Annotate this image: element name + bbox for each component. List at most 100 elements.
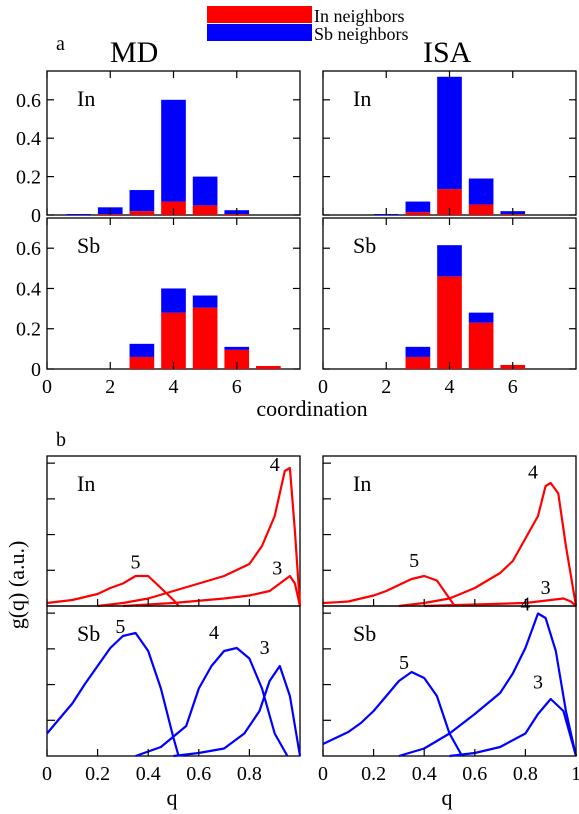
x-tick-label: 0 <box>42 376 52 398</box>
species-label: In <box>353 471 371 496</box>
species-label: In <box>353 86 371 111</box>
x-tick-label: 0.6 <box>462 763 487 785</box>
bar-in-neighbors-c4 <box>161 312 186 369</box>
series-label-4: 4 <box>528 462 538 484</box>
series-line-5 <box>46 574 180 607</box>
x-tick-label: 2 <box>381 376 391 398</box>
bar-sb-neighbors-c6 <box>224 346 250 350</box>
bar-sb-neighbors-c4 <box>161 288 186 313</box>
series-label-3: 3 <box>260 637 270 659</box>
plots-layer: In 0 0.2 0.4 0.6 In Sb 0 0.2 0.4 0.6 0 2 4 6 Sb 0 2 4 6 In 5 4… <box>16 70 579 786</box>
bar-sb-neighbors-c4 <box>161 99 186 202</box>
species-label: In <box>77 86 95 111</box>
y-tick-label: 0.4 <box>16 128 41 150</box>
x-tick-label: 0.8 <box>513 763 538 785</box>
series-label-3: 3 <box>533 672 543 694</box>
y-tick-label: 0 <box>31 205 41 227</box>
species-label: Sb <box>353 621 376 646</box>
series-line-3 <box>122 574 302 608</box>
bar-in-neighbors-c3 <box>129 211 155 215</box>
legend-label-in: In neighbors <box>314 6 404 26</box>
bar-in-neighbors-c3 <box>129 356 155 369</box>
x-tick-label: 0 <box>318 376 328 398</box>
bar-sb-neighbors-c3 <box>405 201 431 213</box>
bar-sb-neighbors-c4 <box>437 245 462 277</box>
bar-in-neighbors-c7 <box>256 365 281 369</box>
series-label-5: 5 <box>399 652 409 674</box>
series-line-4 <box>398 612 578 758</box>
y-tick-label: 0.6 <box>16 238 41 260</box>
series-line-5 <box>46 631 180 757</box>
x-tick-label: 0.4 <box>136 763 161 785</box>
series-line-3 <box>449 697 578 758</box>
bar-in-neighbors-c3 <box>405 356 431 369</box>
bar-in-neighbors-c5 <box>468 204 494 215</box>
chart-a-md-sb: Sb 0 0.2 0.4 0.6 0 2 4 6 <box>16 217 301 398</box>
bar-sb-neighbors-c5 <box>192 176 218 206</box>
legend: In neighbors Sb neighbors <box>207 6 409 44</box>
x-tick-label: 2 <box>105 376 115 398</box>
bar-in-neighbors-c5 <box>192 307 218 369</box>
species-label: Sb <box>77 233 100 258</box>
series-line-5 <box>322 574 456 607</box>
series-line-5 <box>322 670 464 757</box>
x-tick-label: 4 <box>169 376 179 398</box>
x-tick-label: 4 <box>445 376 455 398</box>
bar-in-neighbors-c4 <box>437 276 462 369</box>
bar-sb-neighbors-c4 <box>437 76 462 190</box>
series-label-5: 5 <box>115 616 125 638</box>
bar-sb-neighbors-c5 <box>468 178 494 205</box>
x-tick-label: 0 <box>318 763 328 785</box>
x-tick-label: 0.8 <box>237 763 262 785</box>
bar-in-neighbors-c6 <box>224 349 250 369</box>
bar-sb-neighbors-c3 <box>129 190 155 212</box>
chart-b-md-in: In 5 4 3 <box>46 454 302 608</box>
panel-a-xlabel: coordination <box>256 396 367 421</box>
x-tick-label: 0.6 <box>186 763 211 785</box>
chart-b-isa-in: In 5 4 3 <box>322 455 578 608</box>
chart-b-md-sb: Sb 5 4 3 0 0.2 0.4 0.6 0.8 <box>42 605 302 785</box>
legend-swatch-sb <box>207 24 312 41</box>
panel-b-letter: b <box>56 429 66 451</box>
x-tick-label: 0.4 <box>412 763 437 785</box>
panel-b-ylabel: g(q) (a.u.) <box>4 541 29 630</box>
series-line-3 <box>173 664 302 758</box>
series-label-5: 5 <box>131 552 141 574</box>
series-line-4 <box>135 646 289 758</box>
species-label: Sb <box>353 233 376 258</box>
bar-sb-neighbors-c3 <box>405 346 431 357</box>
method-title-md: MD <box>110 36 158 69</box>
chart-b-isa-sb: Sb 5 4 3 0 0.2 0.4 0.6 0.8 1 <box>318 594 579 786</box>
x-tick-label: 6 <box>232 376 242 398</box>
panel-b-xlabel-isa: q <box>442 785 453 810</box>
bar-in-neighbors-c5 <box>468 322 494 369</box>
y-tick-label: 0.6 <box>16 90 41 112</box>
series-label-4: 4 <box>209 622 219 644</box>
x-tick-label: 0.2 <box>361 763 386 785</box>
x-tick-label: 0.2 <box>85 763 110 785</box>
species-label: In <box>77 471 95 496</box>
species-label: Sb <box>77 621 100 646</box>
series-label-3: 3 <box>272 558 282 580</box>
y-tick-label: 0.2 <box>16 319 41 341</box>
legend-label-sb: Sb neighbors <box>314 24 409 44</box>
x-tick-label: 1 <box>571 763 579 785</box>
panel-a-letter: a <box>56 33 65 55</box>
legend-swatch-in <box>207 6 312 23</box>
chart-a-md-in: In 0 0.2 0.4 0.6 <box>16 70 301 227</box>
y-tick-label: 0.4 <box>16 278 41 300</box>
panel-b-xlabel-md: q <box>167 785 178 810</box>
bar-sb-neighbors-c1 <box>66 214 91 215</box>
bar-in-neighbors-c3 <box>405 212 431 215</box>
series-line-4 <box>398 481 578 608</box>
bar-sb-neighbors-c5 <box>468 312 494 323</box>
series-line-4 <box>97 466 302 608</box>
series-label-4: 4 <box>270 454 280 476</box>
x-tick-label: 0 <box>42 763 52 785</box>
bar-in-neighbors-c5 <box>192 205 218 215</box>
bar-sb-neighbors-c5 <box>192 295 218 308</box>
method-title-isa: ISA <box>423 36 472 69</box>
x-tick-label: 6 <box>508 376 518 398</box>
series-label-5: 5 <box>409 550 419 572</box>
